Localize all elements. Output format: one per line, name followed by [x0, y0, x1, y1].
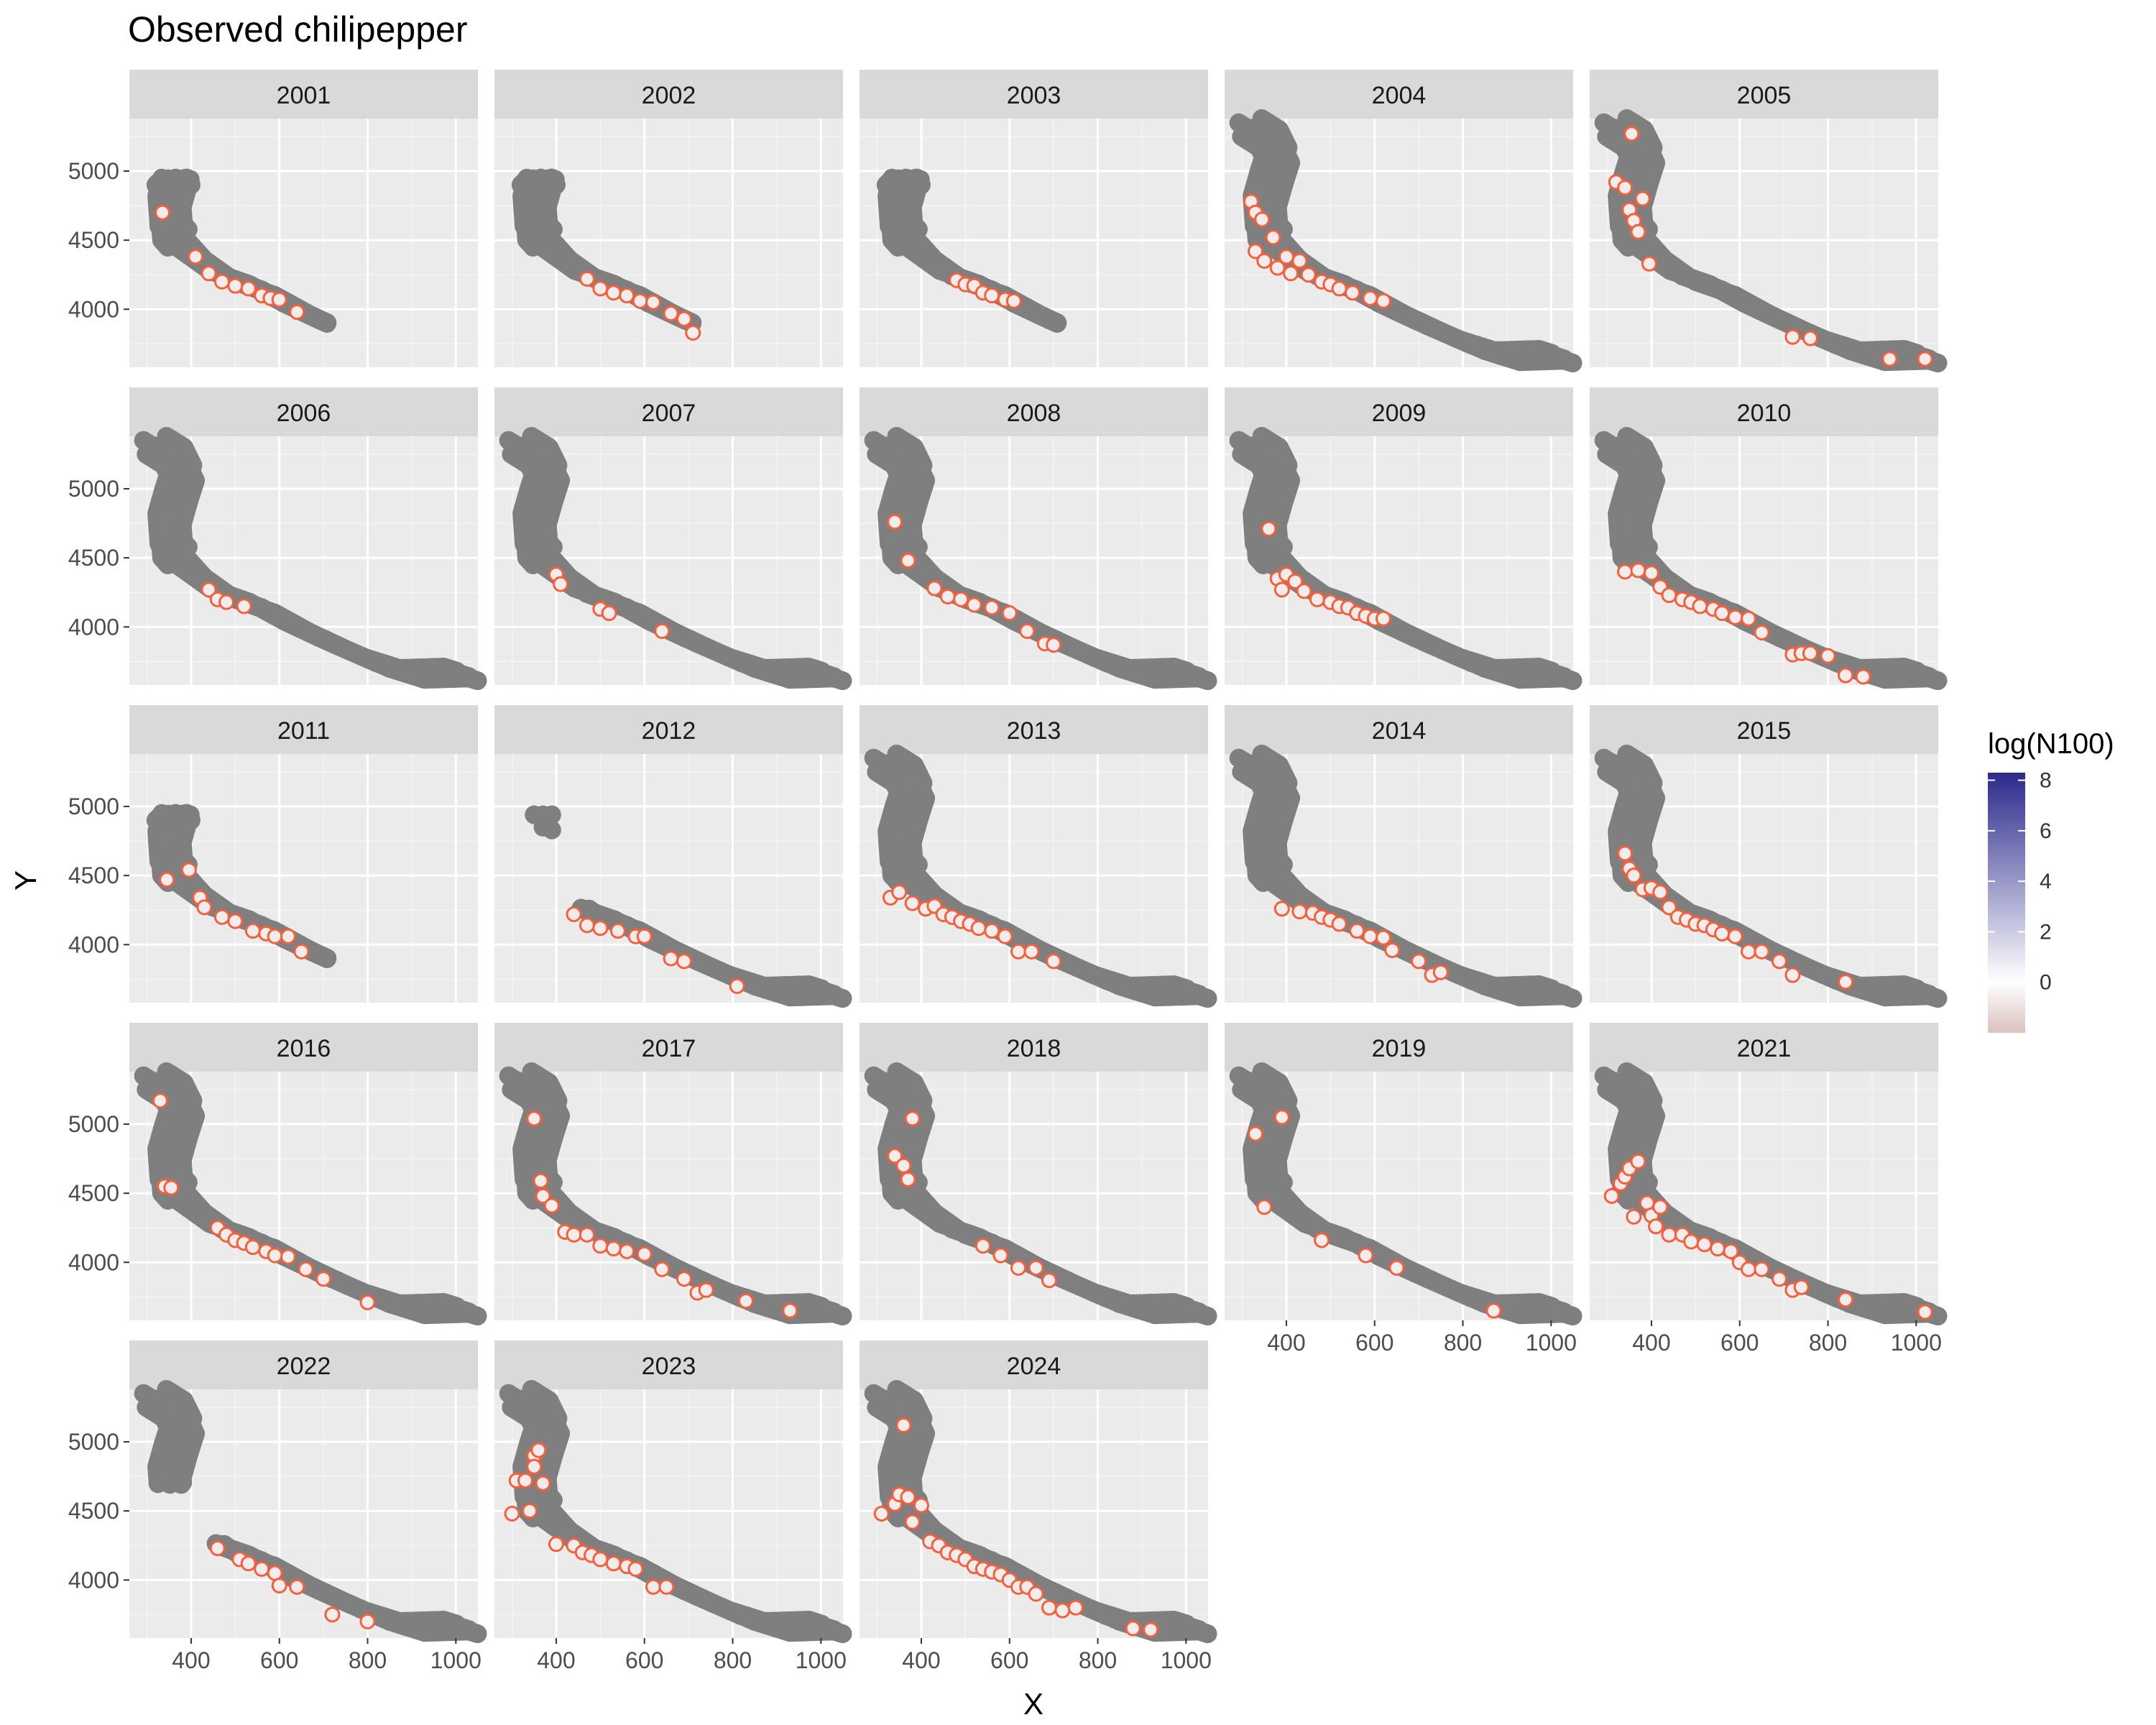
observed-point	[939, 588, 956, 604]
observed-point	[1291, 252, 1308, 269]
survey-point	[1177, 661, 1197, 681]
survey-point	[318, 313, 337, 333]
survey-point	[1048, 313, 1067, 333]
facet-panel-2005: 2005	[1590, 70, 1948, 373]
observed-point	[984, 288, 1000, 304]
observed-point	[1300, 267, 1317, 283]
observed-point	[236, 598, 252, 615]
observed-point	[1881, 351, 1898, 367]
facet-strip-label: 2001	[277, 82, 331, 109]
observed-point	[553, 576, 569, 592]
observed-point	[1623, 126, 1640, 142]
observed-point	[601, 605, 617, 622]
y-tick-label: 5000	[68, 476, 119, 502]
observed-point	[1362, 290, 1378, 306]
facet-panel-2008: 2008	[860, 387, 1217, 691]
observed-point	[1005, 293, 1022, 309]
observed-point	[953, 591, 969, 607]
facet-strip-label: 2007	[642, 400, 696, 427]
observed-point	[218, 594, 235, 610]
facet-strip-label: 2002	[642, 82, 696, 109]
facet-strip-label: 2005	[1737, 82, 1792, 109]
facet-panel-2002: 2002	[494, 70, 843, 367]
observed-point	[1256, 252, 1273, 269]
facet-panel-2006: 2006 4000 4500 5000	[68, 387, 487, 691]
observed-point	[579, 270, 595, 287]
observed-point	[271, 291, 287, 308]
observed-point	[188, 249, 204, 265]
observed-point	[1046, 637, 1062, 653]
survey-point	[911, 175, 931, 195]
observed-point	[605, 285, 622, 301]
facet-strip-label: 2003	[1007, 82, 1061, 109]
observed-point	[676, 310, 692, 327]
survey-point	[1542, 344, 1562, 363]
facet-panel-2004: 2004	[1225, 70, 1583, 373]
facet-panel-2009: 2009	[1225, 387, 1583, 691]
survey-point	[181, 175, 201, 195]
facet-strip-label: 2006	[277, 400, 331, 427]
facet-panel-2007: 2007	[494, 387, 852, 691]
observed-point	[592, 280, 609, 297]
observed-point	[1001, 605, 1018, 622]
observed-point	[1630, 224, 1646, 240]
observed-point	[984, 599, 1000, 616]
observed-point	[1345, 285, 1361, 301]
observed-point	[1265, 229, 1281, 246]
observed-point	[1331, 280, 1348, 297]
observed-point	[1254, 211, 1271, 228]
survey-point	[546, 175, 566, 195]
observed-point	[289, 304, 305, 321]
facet-panels: 2001 4000 4500 5000 2002 2003 2004 2005 2006 4000…	[68, 70, 1948, 1673]
observed-point	[1283, 265, 1299, 282]
y-tick-label: 4500	[68, 545, 119, 571]
facet-strip-label: 2004	[1372, 82, 1427, 109]
survey-point	[447, 661, 466, 681]
observed-point	[619, 288, 635, 304]
facet-strip-label: 2009	[1372, 400, 1427, 427]
observed-point	[654, 623, 671, 640]
observed-point	[1019, 623, 1036, 640]
observed-point	[201, 265, 217, 282]
observed-point	[663, 305, 679, 322]
observed-point	[966, 597, 982, 613]
observed-point	[685, 324, 701, 341]
observed-point	[227, 277, 244, 294]
observed-point	[1376, 293, 1392, 309]
survey-point	[812, 661, 831, 681]
observed-point	[1917, 351, 1933, 367]
observed-point	[240, 280, 257, 297]
observed-point	[155, 204, 171, 221]
observed-point	[645, 294, 662, 310]
y-tick-label: 4500	[68, 227, 119, 253]
observed-point	[1634, 190, 1651, 207]
observed-point	[1278, 249, 1294, 265]
facet-panel-2003: 2003	[860, 70, 1208, 367]
facet-strip-label: 2008	[1007, 400, 1061, 427]
observed-point	[887, 514, 903, 530]
observed-point	[213, 273, 230, 290]
y-tick-label: 4000	[68, 296, 119, 322]
y-tick-label: 4000	[68, 614, 119, 640]
observed-point	[926, 580, 943, 597]
observed-point	[632, 293, 648, 309]
observed-point	[1784, 328, 1801, 345]
observed-point	[1617, 180, 1634, 196]
observed-point	[900, 553, 916, 569]
observed-point	[1641, 255, 1657, 272]
chart-title: Observed chilipepper	[128, 9, 468, 50]
y-tick-label: 5000	[68, 158, 119, 184]
observed-point	[1802, 330, 1818, 346]
facet-panel-2001: 2001 4000 4500 5000	[68, 70, 478, 367]
facet-strip	[129, 70, 478, 119]
